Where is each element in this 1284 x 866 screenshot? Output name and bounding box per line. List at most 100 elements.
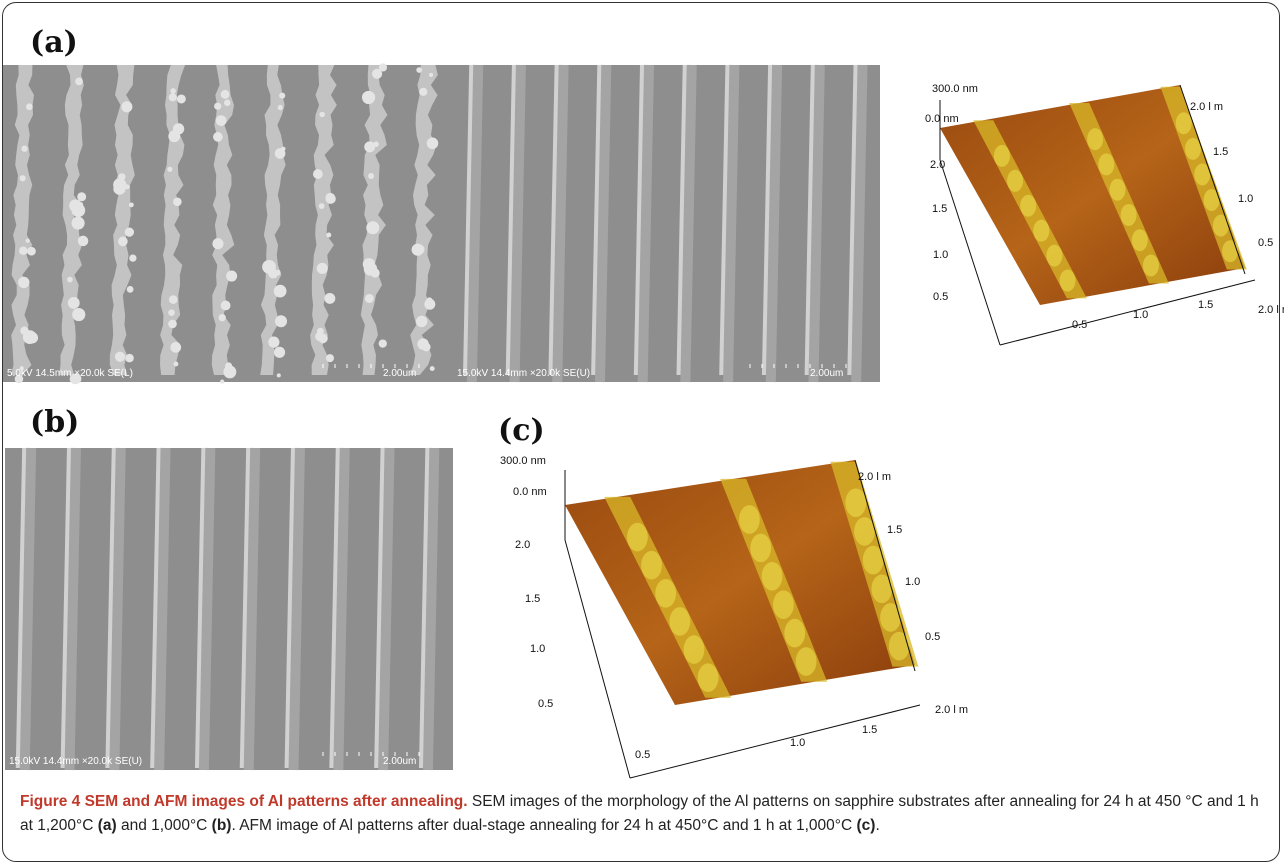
sem-image: 15.0kV 14.4mm ×20.0k SE(U) 2.00um xyxy=(453,64,880,383)
sem-grain xyxy=(262,260,276,274)
caption-ref: (c) xyxy=(856,817,876,834)
afm-bump xyxy=(871,574,893,604)
sem-grain xyxy=(220,300,231,311)
sem-grain xyxy=(26,332,39,344)
afm-bump xyxy=(1212,214,1229,237)
sem-grain xyxy=(319,111,325,118)
sem-grain xyxy=(421,342,431,352)
afm-axis xyxy=(564,539,631,779)
sem-grain xyxy=(273,284,287,298)
afm-bump xyxy=(683,635,705,664)
afm-bump xyxy=(739,505,760,534)
sem-grain xyxy=(429,366,435,372)
sem-grain xyxy=(172,123,185,135)
sem-grain xyxy=(426,137,439,150)
sem-edge xyxy=(109,447,126,771)
afm-bump xyxy=(1020,194,1037,217)
afm-bump xyxy=(1203,189,1220,212)
afm-bump xyxy=(795,647,817,676)
sem-grain xyxy=(167,166,173,172)
afm-bump xyxy=(993,144,1010,167)
sem-grain xyxy=(361,90,376,105)
sem-edge xyxy=(288,447,305,771)
sem-edge xyxy=(422,447,440,771)
sem-grain xyxy=(168,295,178,304)
sem-grain xyxy=(18,276,30,289)
sem-grain xyxy=(364,293,374,303)
afm-bump xyxy=(641,550,662,580)
sem-grain xyxy=(277,104,283,111)
afm-tick-label: 1.0 xyxy=(530,643,545,655)
sem-grain xyxy=(426,297,433,304)
afm-tick-label: 1.0 xyxy=(1238,193,1253,205)
sem-grain xyxy=(415,315,428,328)
afm-bump xyxy=(627,522,648,552)
afm-bump xyxy=(1175,112,1192,135)
sem-grain xyxy=(366,221,380,235)
afm-z-label: 0.0 nm xyxy=(925,113,959,125)
sem-grain xyxy=(416,67,423,73)
sem-grain xyxy=(19,246,28,255)
sem-grain xyxy=(170,88,176,94)
sem-stripe xyxy=(160,65,186,375)
afm-tick-label: 0.5 xyxy=(933,291,948,303)
sem-grain xyxy=(26,103,33,111)
sem-info: 5.0kV 14.5mm ×20.0k SE(L) xyxy=(7,368,133,379)
afm-bump xyxy=(669,607,691,636)
afm-tick-label: 0.5 xyxy=(1072,319,1087,331)
sem-grain xyxy=(19,366,24,371)
caption-ref: (b) xyxy=(211,817,232,834)
sem-grain xyxy=(173,197,182,207)
sem-stripe xyxy=(211,65,235,375)
sem-grain xyxy=(21,145,28,152)
sem-edge xyxy=(198,447,216,771)
sem-grain xyxy=(125,353,134,363)
afm-axis xyxy=(999,279,1256,346)
sem-grain xyxy=(124,227,135,237)
sem-grain xyxy=(121,101,133,113)
afm-image: 300.0 nm 0.0 nm 2.0 1.5 1.0 0.5 2.0 l m 1.5 1.0 0… xyxy=(925,83,1284,346)
sem-grain xyxy=(71,216,85,230)
afm-tick-label: 1.5 xyxy=(862,724,877,736)
sem-grain xyxy=(168,309,175,316)
sem-grain xyxy=(77,192,87,202)
afm-tick-label: 0.5 xyxy=(925,631,940,643)
sem-grain xyxy=(312,169,323,179)
afm-tick-label: 1.5 xyxy=(1198,299,1213,311)
afm-axis xyxy=(854,459,916,672)
afm-bump xyxy=(1120,203,1137,226)
afm-bump xyxy=(845,488,867,518)
afm-tick-label: 1.0 xyxy=(933,249,948,261)
afm-bump xyxy=(1194,163,1211,186)
sem-grain xyxy=(273,346,286,358)
sem-grain xyxy=(419,87,428,96)
caption-ref: (a) xyxy=(97,817,117,834)
sem-grain xyxy=(316,327,324,335)
sem-grain xyxy=(275,315,288,328)
sem-grain xyxy=(212,238,224,250)
afm-bump xyxy=(1059,269,1076,292)
sem-grain xyxy=(126,285,134,293)
sem-grain xyxy=(14,374,24,384)
afm-z-label: 300.0 nm xyxy=(500,455,546,467)
sem-edge xyxy=(64,447,81,771)
sem-grain xyxy=(176,94,186,104)
afm-bump xyxy=(750,533,772,563)
caption: Figure 4 SEM and AFM images of Al patter… xyxy=(20,790,1270,838)
sem-grain xyxy=(168,93,177,102)
sem-scale: 2.00um xyxy=(383,368,416,379)
sem-edge xyxy=(723,64,740,383)
sem-grain xyxy=(268,336,280,348)
afm-z-label: 300.0 nm xyxy=(932,83,978,95)
sem-grain xyxy=(378,339,387,348)
sem-edge xyxy=(243,447,261,771)
sem-grain xyxy=(69,373,81,385)
sem-grain xyxy=(318,203,325,209)
sem-grain xyxy=(168,319,177,329)
sem-grain xyxy=(220,379,225,384)
sem-grain xyxy=(77,235,89,247)
afm-tick-label: 2.0 l m xyxy=(1190,101,1223,113)
sem-edge xyxy=(765,64,783,383)
caption-text: . xyxy=(875,817,880,834)
